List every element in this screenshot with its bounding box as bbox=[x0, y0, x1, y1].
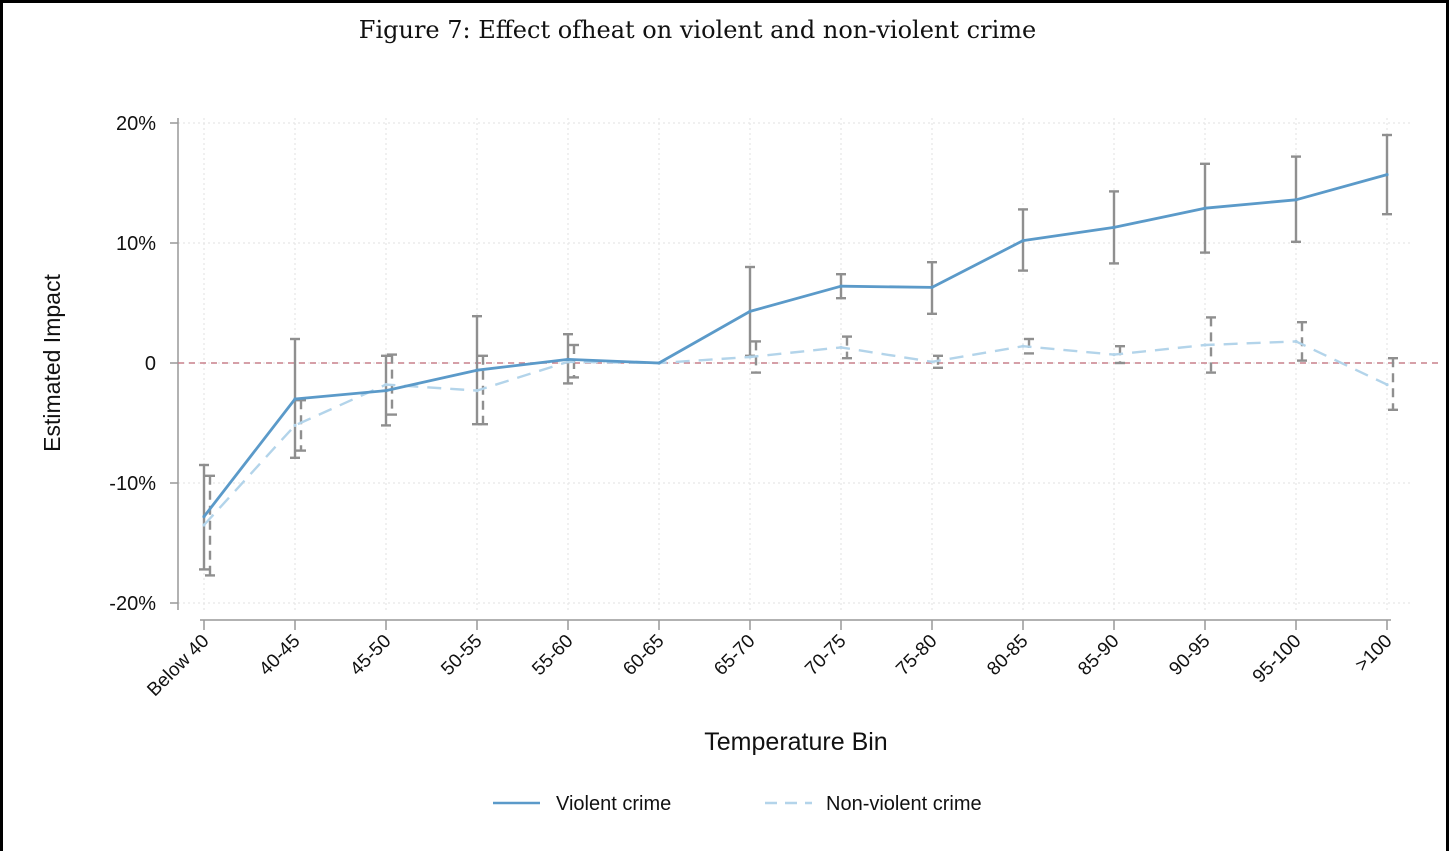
x-tick-label: 80-85 bbox=[983, 631, 1032, 680]
non-violent-point bbox=[1385, 383, 1389, 387]
x-tick-label: >100 bbox=[1351, 631, 1396, 676]
non-violent-crime-line bbox=[203, 340, 1388, 526]
non-violent-point bbox=[384, 383, 388, 387]
x-tick-label: 40-45 bbox=[255, 631, 304, 680]
non-violent-point bbox=[566, 360, 570, 364]
violent-point bbox=[930, 285, 934, 289]
x-tick-label: 85-90 bbox=[1074, 631, 1123, 680]
x-tick-label: 50-55 bbox=[437, 631, 486, 680]
violent-point bbox=[1021, 239, 1025, 243]
violent-point bbox=[475, 368, 479, 372]
non-violent-point bbox=[1112, 353, 1116, 357]
x-tick-label: 90-95 bbox=[1165, 631, 1214, 680]
y-axis-title: Estimated Impact bbox=[39, 274, 65, 452]
violent-point bbox=[202, 515, 206, 519]
x-tick-label: 55-60 bbox=[528, 631, 577, 680]
axis-layer: 20% 10% 0 -10% -20% Below 40 40-45 45-50 50-55 55… bbox=[109, 113, 1440, 701]
x-tick-label: 75-80 bbox=[892, 631, 941, 680]
legend-label-violent: Violent crime bbox=[556, 793, 671, 815]
non-violent-point bbox=[930, 360, 934, 364]
violent-point bbox=[1385, 173, 1389, 177]
violent-point bbox=[657, 361, 661, 365]
violent-point bbox=[1112, 225, 1116, 229]
non-violent-point bbox=[1294, 339, 1298, 343]
x-tick-label: 60-65 bbox=[619, 631, 668, 680]
violent-point bbox=[839, 284, 843, 288]
non-violent-point bbox=[202, 523, 206, 527]
non-violent-point bbox=[748, 355, 752, 359]
figure-title: Figure 7: Effect ofheat on violent and n… bbox=[358, 16, 1037, 44]
violent-crime-line bbox=[202, 173, 1388, 518]
legend-label-nonviolent: Non-violent crime bbox=[826, 793, 982, 815]
y-tick-label: 10% bbox=[116, 233, 156, 255]
x-axis-title: Temperature Bin bbox=[704, 728, 887, 756]
non-violent-point bbox=[1021, 344, 1025, 348]
series-layer bbox=[202, 173, 1389, 527]
y-tick-label: -10% bbox=[109, 473, 156, 495]
non-violent-point bbox=[1203, 343, 1207, 347]
grid-layer bbox=[178, 118, 1410, 610]
violent-point bbox=[293, 397, 297, 401]
violent-point bbox=[1294, 198, 1298, 202]
violent-point bbox=[566, 357, 570, 361]
x-tick-label: 65-70 bbox=[710, 631, 759, 680]
x-tick-label: 70-75 bbox=[801, 631, 850, 680]
x-tick-label: 95-100 bbox=[1249, 631, 1306, 688]
violent-point bbox=[1203, 206, 1207, 210]
non-violent-point bbox=[475, 389, 479, 393]
legend: Violent crime Non-violent crime bbox=[493, 793, 982, 815]
x-tick-label: Below 40 bbox=[143, 631, 213, 701]
y-tick-label: 20% bbox=[116, 113, 156, 135]
violent-point bbox=[748, 309, 752, 313]
error-bar-layer bbox=[199, 133, 1398, 577]
x-tick-label: 45-50 bbox=[346, 631, 395, 680]
non-violent-point bbox=[293, 423, 297, 427]
y-tick-label: 0 bbox=[145, 353, 156, 375]
violent-point bbox=[384, 389, 388, 393]
y-tick-label: -20% bbox=[109, 593, 156, 615]
non-violent-point bbox=[839, 345, 843, 349]
